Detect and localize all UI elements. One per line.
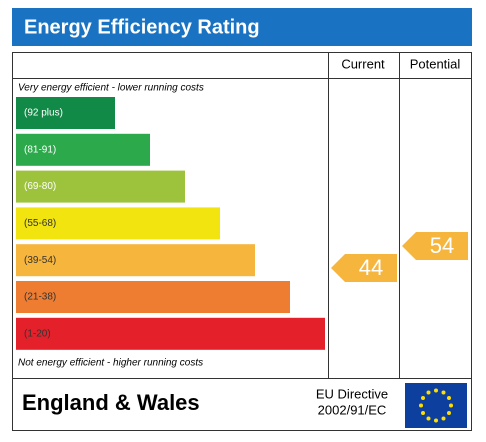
band-label: (1-20) (24, 328, 51, 339)
star (421, 411, 426, 415)
band (16, 97, 115, 129)
band-label: (81-91) (24, 144, 56, 155)
top-note: Very energy efficient - lower running co… (18, 83, 204, 94)
directive: 2002/91/EC (318, 402, 387, 417)
current-arrow (331, 254, 397, 282)
star (419, 403, 423, 408)
band-label: (39-54) (24, 255, 56, 266)
band-label: (92 plus) (24, 108, 63, 119)
band (16, 170, 185, 203)
band (16, 281, 290, 313)
band (16, 244, 255, 277)
potential-header: Potential (410, 56, 461, 71)
potential-value: 54 (430, 233, 454, 258)
star (434, 418, 438, 423)
star (426, 416, 431, 421)
directive: EU Directive (316, 386, 388, 401)
star (446, 396, 451, 400)
band-label: (69-80) (24, 181, 56, 192)
star (446, 411, 451, 415)
bottom-note: Not energy efficient - higher running co… (18, 358, 203, 369)
band (16, 317, 325, 350)
region: England & Wales (22, 390, 200, 415)
star (441, 390, 446, 395)
star (441, 416, 446, 421)
star (421, 396, 426, 400)
band-label: (55-68) (24, 218, 56, 229)
star (449, 403, 453, 408)
band (16, 133, 150, 166)
current-value: 44 (359, 255, 383, 280)
eu-stars (419, 388, 453, 423)
band-label: (21-38) (24, 292, 56, 303)
potential-arrow (402, 232, 468, 260)
star (434, 388, 438, 393)
title: Energy Efficiency Rating (24, 16, 260, 38)
frame (12, 52, 472, 431)
band (16, 207, 220, 240)
star (426, 390, 431, 395)
title-bar (12, 8, 472, 46)
current-header: Current (341, 56, 385, 71)
